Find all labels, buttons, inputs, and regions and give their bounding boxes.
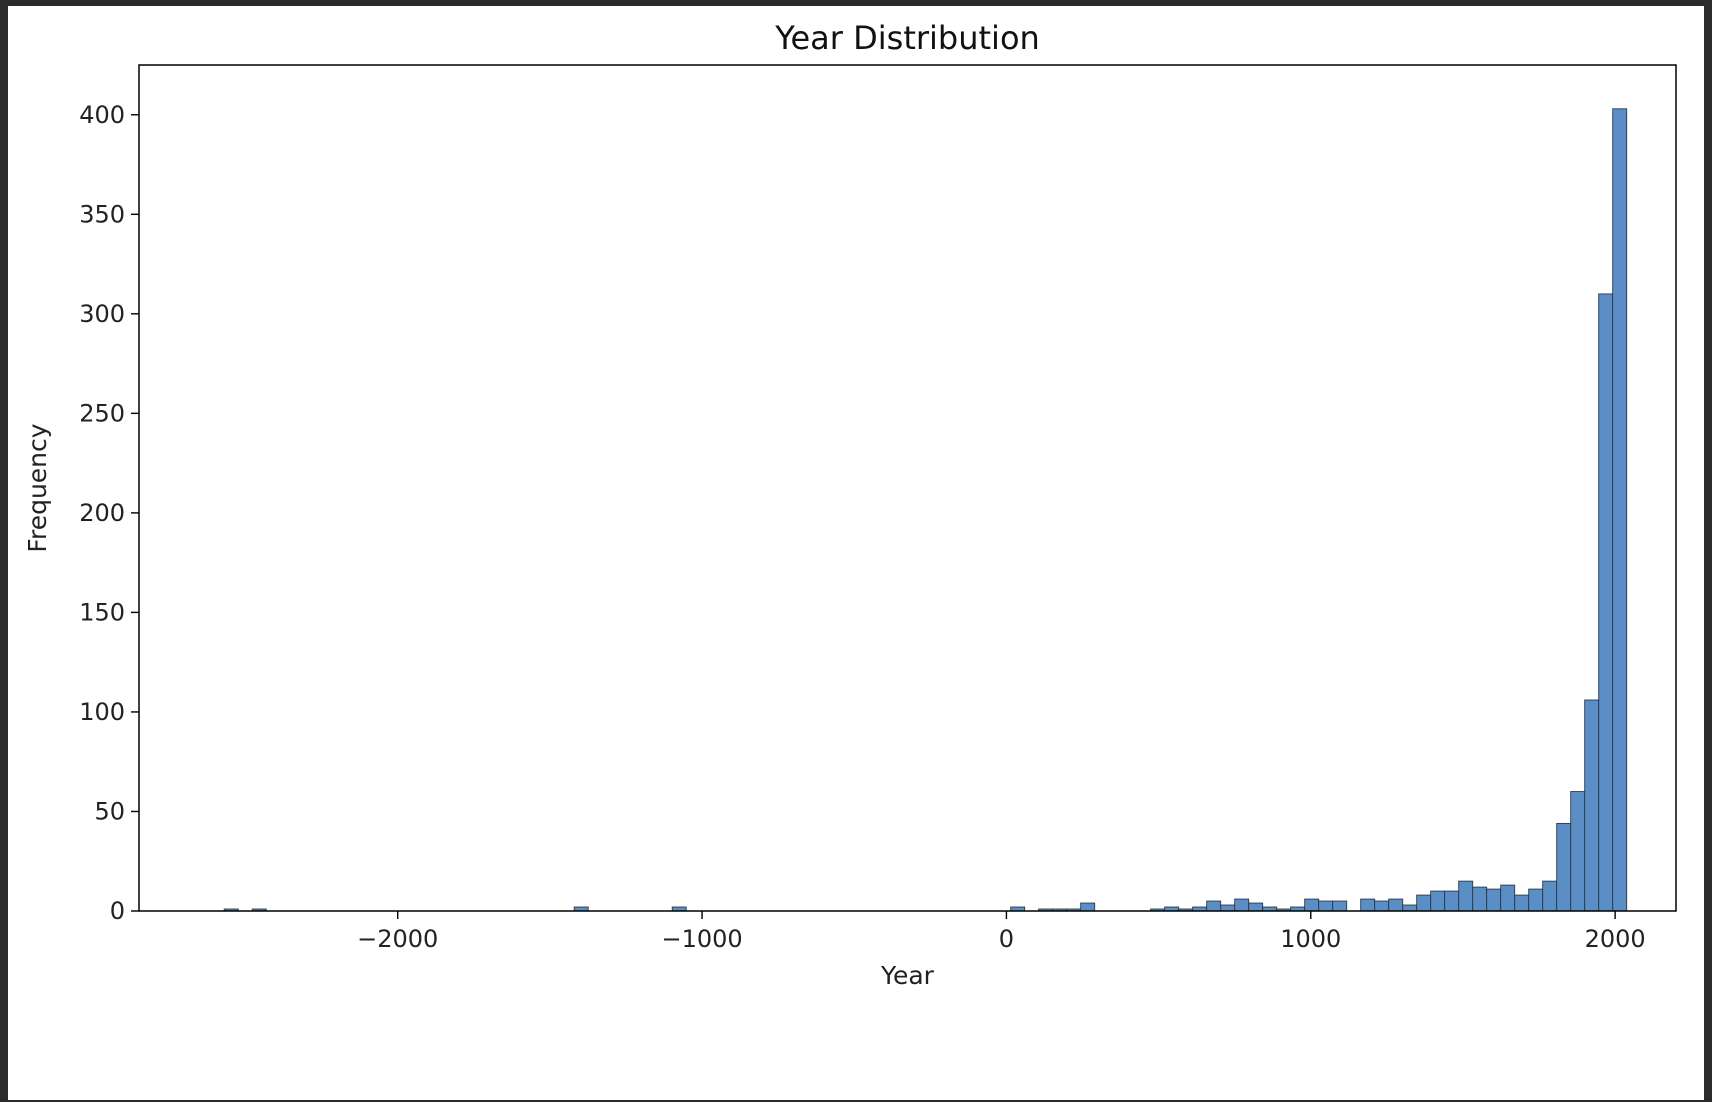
y-tick-label: 400 <box>79 101 125 129</box>
histogram-bar <box>1374 900 1390 912</box>
histogram-bar <box>1598 293 1614 912</box>
histogram-bar <box>1220 904 1236 912</box>
histogram-bar <box>1472 886 1488 912</box>
x-tick-label: 0 <box>999 925 1014 953</box>
histogram-bar <box>1514 894 1530 912</box>
histogram-bar <box>1248 902 1264 912</box>
histogram-bar <box>1584 699 1600 912</box>
histogram-bar <box>1556 822 1572 912</box>
histogram-bar <box>1080 902 1096 912</box>
y-tick-label: 200 <box>79 499 125 527</box>
bar-group <box>223 108 1628 912</box>
plot-frame <box>138 64 1677 912</box>
y-tick-label: 350 <box>79 200 125 228</box>
y-axis: 0 50 100 150 200 250 300 350 400 <box>79 101 139 925</box>
histogram-bar <box>1570 791 1586 912</box>
histogram-bar <box>1388 898 1404 912</box>
histogram-bar <box>1500 884 1516 912</box>
histogram-bar <box>1612 108 1628 912</box>
y-tick-label: 300 <box>79 300 125 328</box>
histogram-bar <box>1542 880 1558 912</box>
histogram-bar <box>1416 894 1432 912</box>
x-tick-label: 1000 <box>1280 925 1341 953</box>
histogram-bar <box>1528 888 1544 912</box>
histogram-bar <box>1430 890 1446 912</box>
histogram-bar <box>1206 900 1222 912</box>
x-axis: −2000 −1000 0 1000 2000 <box>357 911 1646 953</box>
histogram-bar <box>1458 880 1474 912</box>
x-tick-label: −2000 <box>357 925 438 953</box>
x-tick-label: 2000 <box>1585 925 1646 953</box>
histogram-bar <box>1318 900 1334 912</box>
x-axis-label: Year <box>880 961 935 990</box>
histogram-bar <box>1444 890 1460 912</box>
histogram-bar <box>1360 898 1376 912</box>
y-tick-label: 50 <box>94 797 125 825</box>
histogram-bar <box>1304 898 1320 912</box>
y-axis-label: Frequency <box>23 423 52 552</box>
y-tick-label: 150 <box>79 598 125 626</box>
figure: Year Distribution −2000 −1000 0 1000 2000 0 5… <box>8 6 1704 1100</box>
x-tick-label: −1000 <box>661 925 742 953</box>
y-tick-label: 0 <box>110 897 125 925</box>
chart-title: Year Distribution <box>774 19 1040 57</box>
histogram-bar <box>1332 900 1348 912</box>
histogram-chart: Year Distribution −2000 −1000 0 1000 2000 0 5… <box>23 19 1677 990</box>
histogram-bar <box>1402 904 1418 912</box>
y-tick-label: 100 <box>79 698 125 726</box>
y-tick-label: 250 <box>79 399 125 427</box>
histogram-bar <box>1234 898 1250 912</box>
histogram-bar <box>1486 888 1502 912</box>
